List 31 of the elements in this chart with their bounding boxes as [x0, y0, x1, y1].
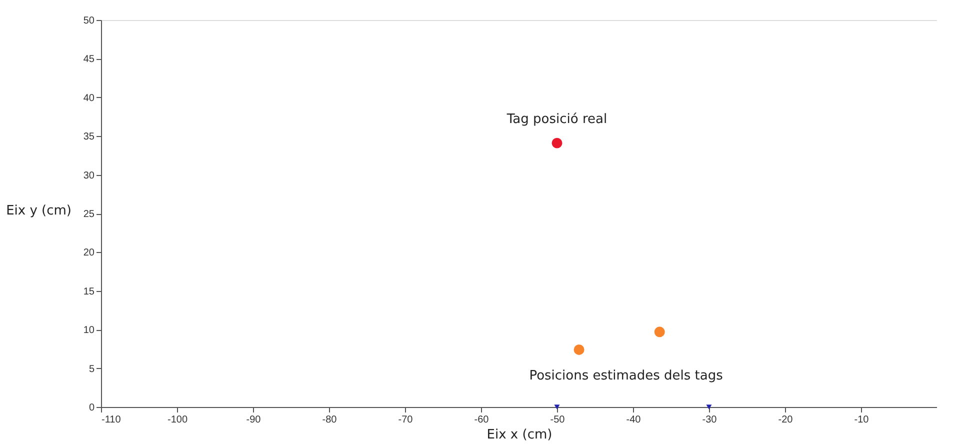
y-tick-label: 50	[83, 16, 95, 26]
annotation: Tag posició real	[506, 112, 608, 128]
x-tick-label: -90	[246, 414, 262, 426]
x-tick-label: -40	[626, 414, 642, 426]
x-axis-title: Eix x (cm)	[486, 428, 552, 442]
x-tick-label: -100	[167, 414, 188, 426]
y-tick-label: 15	[83, 286, 95, 298]
x-tick-label: -30	[702, 414, 718, 426]
x-tick-label: -80	[322, 414, 338, 426]
y-tick-label: 0	[88, 402, 95, 414]
point	[552, 138, 562, 148]
x-tick-label: -20	[778, 414, 794, 426]
y-tick-label: 10	[83, 325, 95, 336]
y-tick-label: 30	[83, 170, 95, 182]
point	[654, 326, 665, 338]
point	[554, 404, 560, 410]
x-tick-label: -50	[550, 414, 566, 426]
annotation: Posicions estimades dels tags	[529, 368, 724, 384]
y-tick-label: 20	[83, 248, 95, 259]
x-tick-label: -60	[474, 414, 490, 426]
x-tick-label: -10	[854, 414, 870, 426]
y-tick-label: 25	[83, 209, 95, 220]
y-axis-title: Eix y (cm)	[6, 204, 72, 218]
y-tick-label: 45	[83, 54, 95, 66]
point	[574, 344, 584, 355]
y-tick-label: 35	[83, 132, 95, 143]
x-tick-label: -110	[102, 414, 122, 426]
point	[706, 404, 712, 410]
y-tick-label: 40	[83, 92, 95, 104]
x-tick-label: -70	[398, 414, 414, 426]
y-tick-label: 5	[88, 364, 95, 375]
